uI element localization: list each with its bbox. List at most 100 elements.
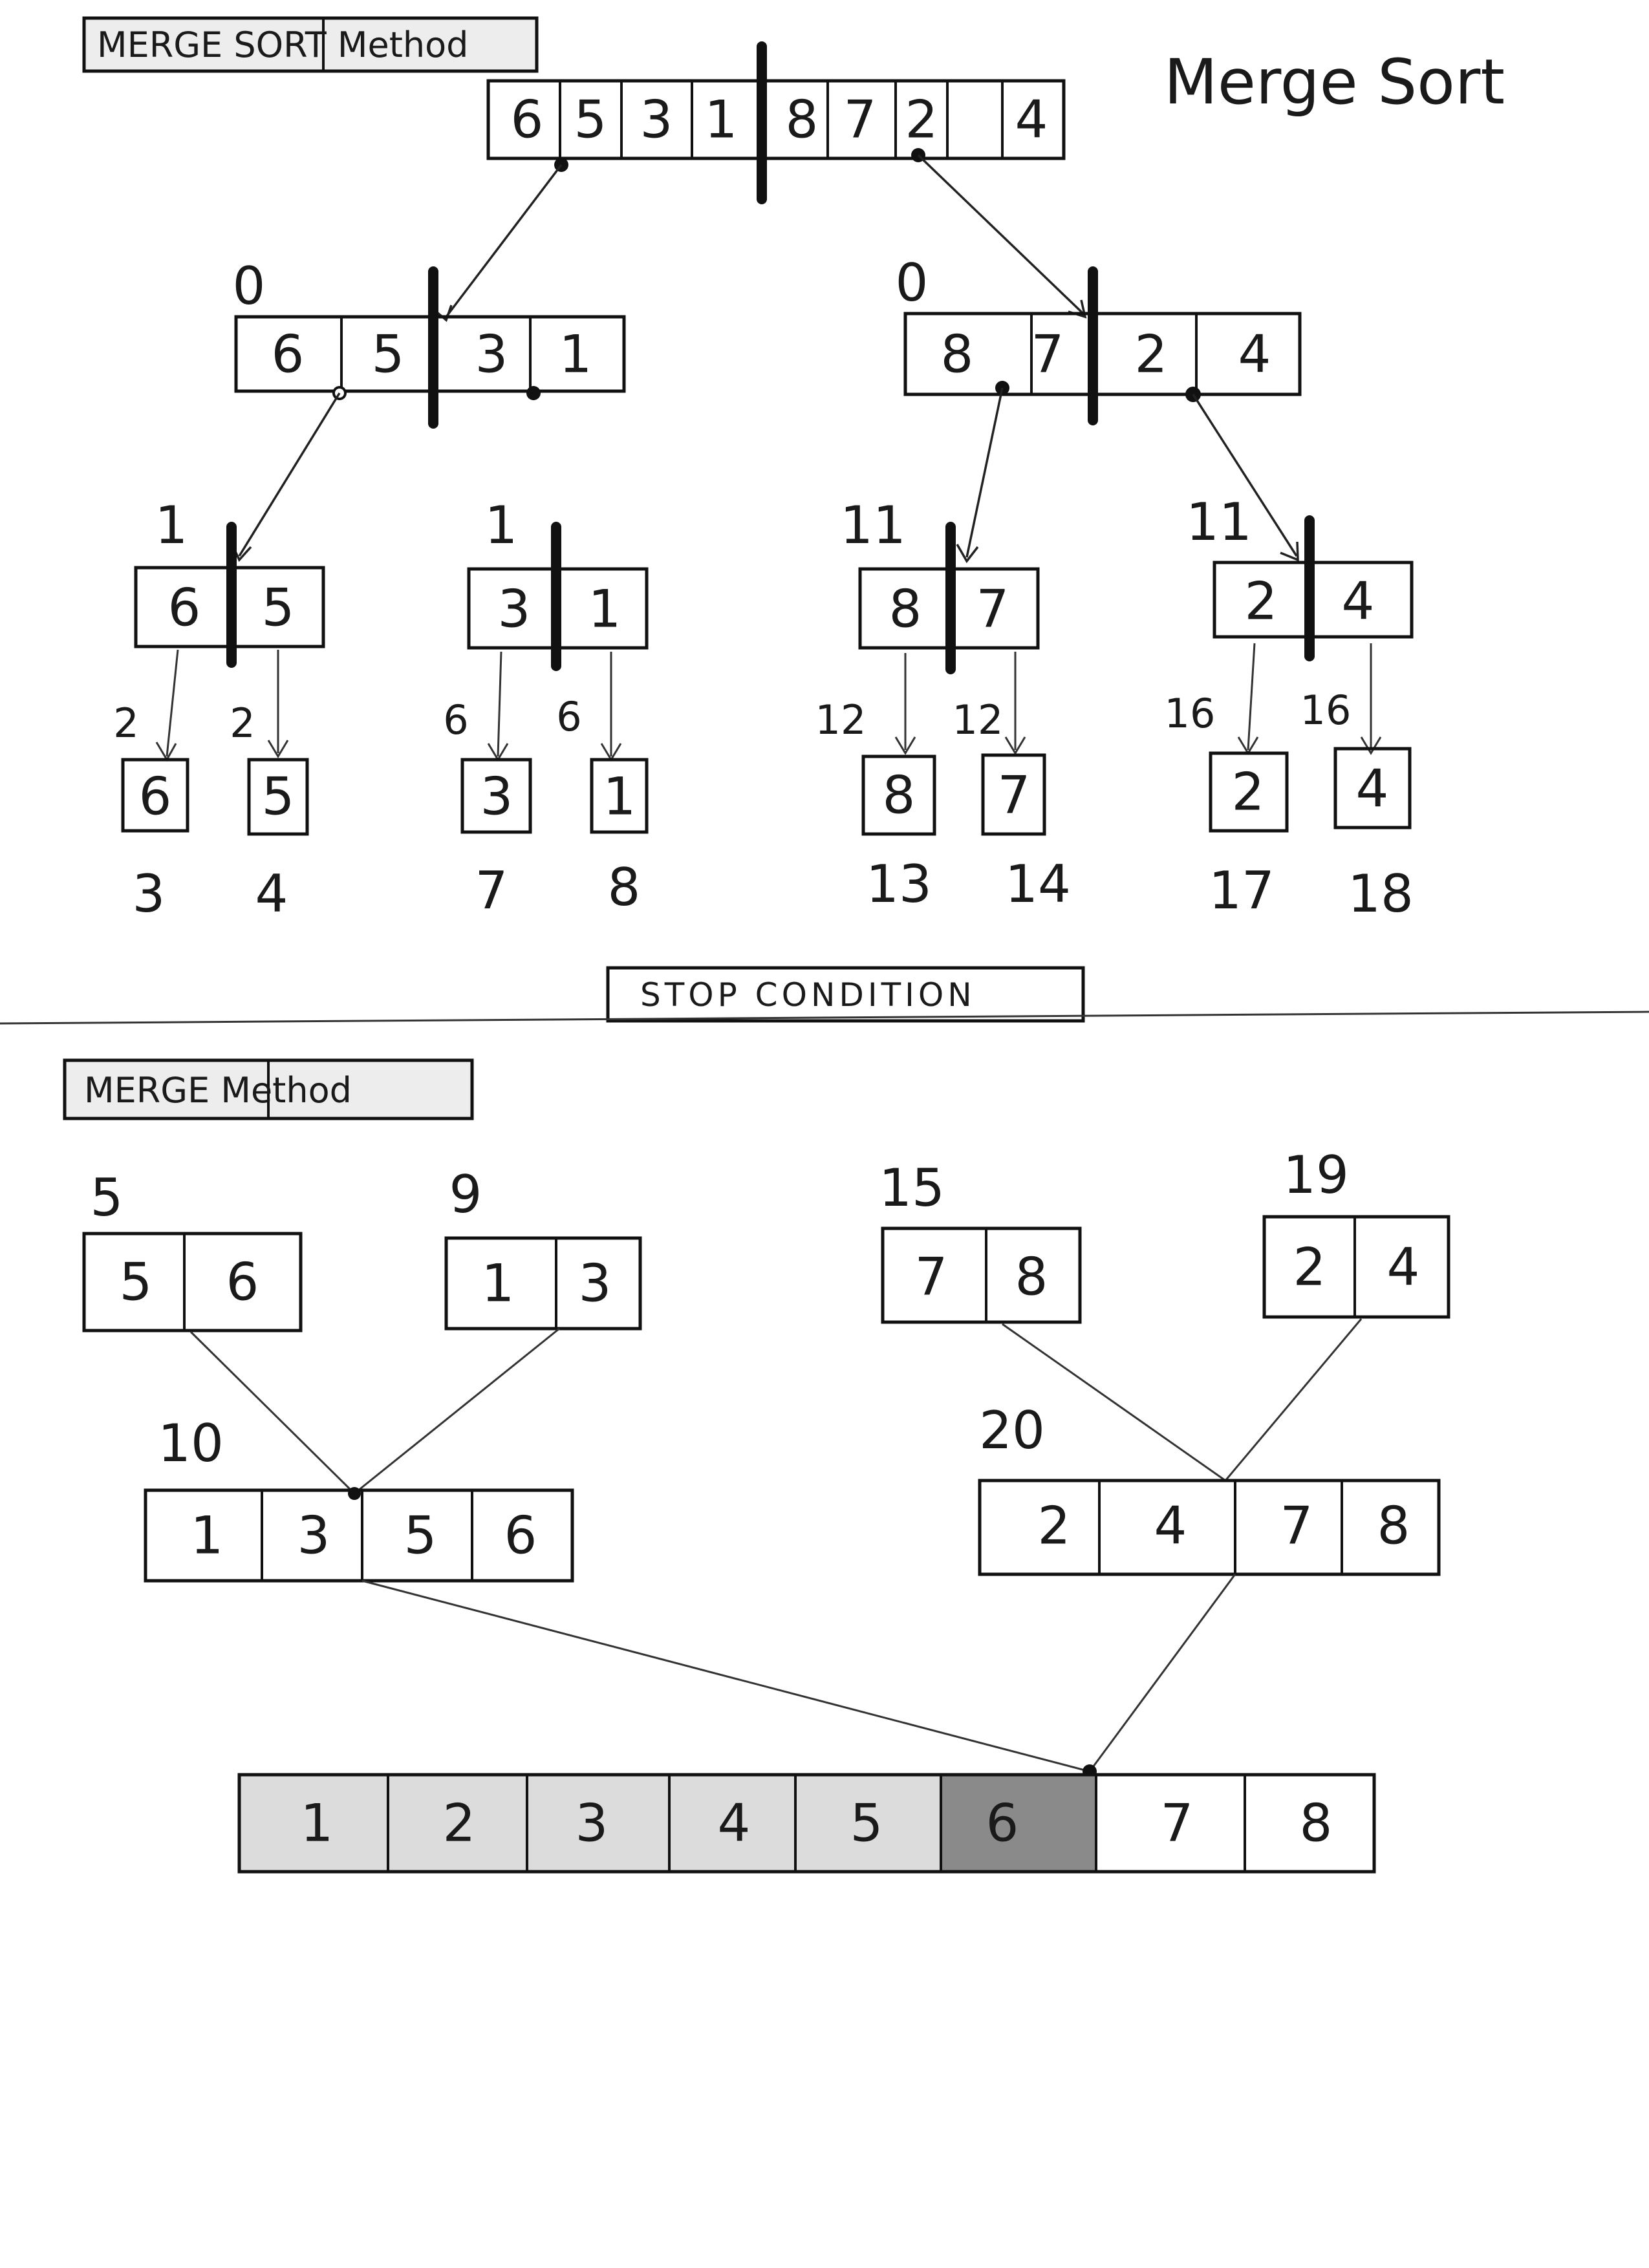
step-number: 2 bbox=[230, 700, 255, 747]
leaf-node: 2 17 bbox=[1209, 751, 1289, 921]
array-cell: 4 bbox=[1238, 325, 1271, 385]
leaf-nodes: 6 3 5 4 3 7 1 8 8 13 7 14 bbox=[121, 747, 1414, 924]
diagram-title: Merge Sort bbox=[1164, 46, 1505, 118]
leaf-node: 1 8 bbox=[590, 758, 649, 917]
root-cell: 7 bbox=[844, 90, 877, 150]
root-cell: 3 bbox=[640, 90, 673, 150]
root-cell: 1 bbox=[705, 90, 738, 150]
array-cell: 1 bbox=[559, 325, 592, 385]
level1-arrows bbox=[230, 387, 1299, 564]
merged-pair-78: 15 7 8 bbox=[879, 1158, 1082, 1324]
svg-text:7: 7 bbox=[998, 765, 1031, 826]
array-cell: 7 bbox=[1161, 1793, 1194, 1854]
array-cell: 8 bbox=[1015, 1247, 1048, 1307]
array-cell: 3 bbox=[297, 1506, 330, 1566]
svg-text:4: 4 bbox=[1356, 759, 1389, 819]
merge-method-label: MERGE Method bbox=[63, 1058, 474, 1120]
svg-text:6: 6 bbox=[139, 767, 172, 827]
step-number: 16 bbox=[1165, 690, 1216, 737]
svg-text:18: 18 bbox=[1348, 864, 1414, 924]
leaf-node: 3 7 bbox=[460, 758, 532, 921]
step-number: 6 bbox=[556, 693, 581, 740]
leaf-node: 4 18 bbox=[1333, 747, 1414, 924]
merged-pair-56: 5 5 6 bbox=[82, 1168, 303, 1332]
step-number: 10 bbox=[158, 1413, 224, 1473]
step-number: 19 bbox=[1283, 1145, 1349, 1205]
root-cell: 4 bbox=[1015, 90, 1048, 150]
root-cell: 6 bbox=[511, 90, 544, 150]
array-cell: 2 bbox=[1135, 325, 1168, 385]
merge-sort-method-label: MERGE SORT Method bbox=[82, 16, 539, 73]
step-number: 11 bbox=[1186, 492, 1252, 552]
quad-merge-lines bbox=[361, 1574, 1236, 1779]
array-cell: 3 bbox=[475, 325, 508, 385]
section-divider bbox=[0, 1011, 1649, 1025]
array-cell: 1 bbox=[482, 1254, 515, 1314]
level2-array-65: 1 6 5 bbox=[134, 495, 325, 668]
svg-text:7: 7 bbox=[475, 861, 508, 921]
leaf-node: 8 13 bbox=[861, 754, 936, 914]
pair-merge-lines bbox=[189, 1318, 1363, 1500]
array-cell: 7 bbox=[915, 1247, 948, 1307]
svg-text:5: 5 bbox=[262, 767, 295, 827]
array-cell: 3 bbox=[576, 1793, 609, 1854]
array-cell: 1 bbox=[588, 579, 621, 639]
step-number: 1 bbox=[155, 495, 188, 555]
array-cell: 4 bbox=[1387, 1237, 1420, 1298]
step-number: 2 bbox=[113, 700, 138, 747]
merged-pair-13: 9 1 3 bbox=[444, 1164, 642, 1331]
step-number: 16 bbox=[1300, 687, 1352, 734]
step-number: 15 bbox=[879, 1158, 945, 1218]
array-cell: 1 bbox=[191, 1506, 224, 1566]
array-cell: 5 bbox=[850, 1793, 883, 1854]
root-cell: 8 bbox=[786, 90, 819, 150]
svg-text:8: 8 bbox=[883, 765, 916, 826]
svg-text:4: 4 bbox=[255, 864, 288, 924]
step-number: 20 bbox=[979, 1400, 1045, 1460]
merge-sort-method-label-text: MERGE SORT Method bbox=[97, 25, 468, 65]
root-cell: 5 bbox=[574, 90, 607, 150]
array-cell: 8 bbox=[1377, 1496, 1410, 1556]
final-sorted-array: 1 2 3 4 5 6 7 8 bbox=[237, 1773, 1376, 1874]
array-cell: 4 bbox=[1342, 572, 1375, 632]
svg-text:17: 17 bbox=[1209, 861, 1275, 921]
merge-method-label-text: MERGE Method bbox=[84, 1070, 352, 1111]
array-cell: 3 bbox=[498, 579, 531, 639]
array-cell: 2 bbox=[1038, 1496, 1071, 1556]
step-number: 1 bbox=[485, 495, 518, 555]
svg-text:13: 13 bbox=[866, 854, 932, 914]
array-cell: 6 bbox=[986, 1793, 1019, 1854]
array-cell: 7 bbox=[1031, 325, 1064, 385]
step-number: 0 bbox=[233, 256, 266, 316]
array-cell: 4 bbox=[718, 1793, 751, 1854]
array-cell: 5 bbox=[262, 578, 295, 638]
array-cell: 6 bbox=[272, 325, 305, 385]
step-number: 5 bbox=[91, 1168, 124, 1228]
stop-condition-text: STOP CONDITION bbox=[640, 976, 976, 1014]
array-cell: 2 bbox=[443, 1793, 476, 1854]
step-number: 12 bbox=[815, 696, 867, 744]
step-number: 0 bbox=[896, 253, 929, 313]
level1-left-array: 0 6 5 3 1 bbox=[233, 256, 626, 429]
level1-right-array: 0 8 7 2 4 bbox=[896, 253, 1302, 425]
array-cell: 6 bbox=[504, 1506, 537, 1566]
stop-condition-box: STOP CONDITION bbox=[606, 966, 1085, 1023]
step-number: 6 bbox=[443, 696, 468, 744]
leaf-node: 7 14 bbox=[981, 753, 1071, 914]
array-cell: 3 bbox=[579, 1254, 612, 1314]
step-number: 9 bbox=[449, 1164, 482, 1225]
svg-text:8: 8 bbox=[608, 857, 641, 917]
array-cell: 8 bbox=[941, 325, 974, 385]
merged-quad-1356: 10 1 3 5 6 bbox=[144, 1413, 574, 1583]
step-number: 12 bbox=[953, 696, 1004, 744]
root-array: 6 5 3 1 8 7 2 4 bbox=[486, 41, 1066, 204]
leaf-node: 5 4 bbox=[247, 758, 309, 924]
level2-array-31: 1 3 1 bbox=[467, 495, 649, 671]
step-number: 11 bbox=[840, 495, 906, 555]
svg-text:14: 14 bbox=[1005, 854, 1071, 914]
svg-text:3: 3 bbox=[133, 864, 166, 924]
array-cell: 4 bbox=[1154, 1496, 1187, 1556]
merged-quad-2478: 20 2 4 7 8 bbox=[978, 1400, 1441, 1576]
svg-text:2: 2 bbox=[1232, 762, 1265, 822]
